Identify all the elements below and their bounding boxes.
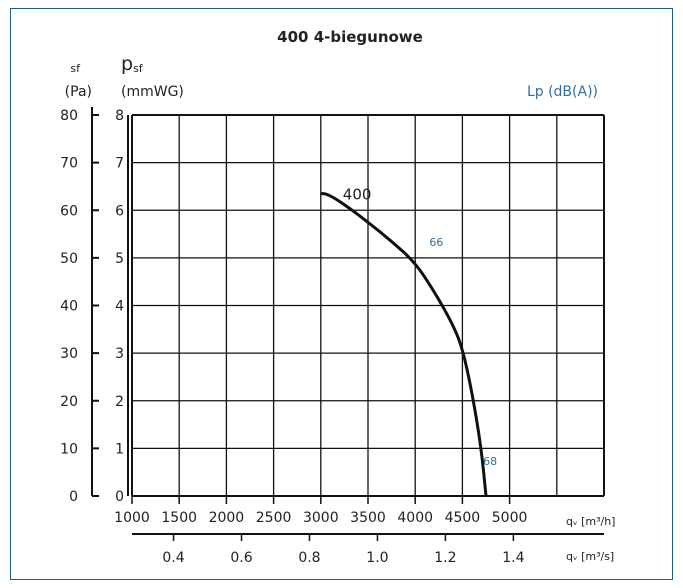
y-left-tick-label: 40 [60,299,78,315]
y-inner-tick-label: 8 [115,108,124,124]
y-inner-tick-label: 3 [115,346,124,362]
y-inner-tick-label: 1 [115,441,124,457]
y-inner-tick-label: 4 [115,299,124,315]
y-inner-tick-label: 0 [115,489,124,505]
x-top-tick-label: 3500 [350,510,386,526]
x-bottom-tick-label: 0.4 [162,550,184,566]
y-left-tick-label: 80 [60,108,78,124]
x-bottom-tick-label: 1.2 [434,550,456,566]
y-inner-tick-label: 7 [115,156,124,172]
y-inner-tick-label: 5 [115,251,124,267]
y-inner-symbol-subscript: sf [133,62,144,75]
lp-annotation: 68 [483,455,497,468]
x-bottom-tick-label: 0.6 [230,550,252,566]
y-inner-symbol-main: p [121,53,133,75]
x-top-tick-label: 1500 [161,510,197,526]
y-inner-tick-label: 2 [115,394,124,410]
y-inner-unit: (mmWG) [121,84,184,100]
x-top-axis: 1000 1500 2000 2500 3000 3500 4000 4500 5000 [114,496,527,526]
y-left-tick-label: 20 [60,394,78,410]
x-bottom-tick-label: 1.0 [366,550,388,566]
y-inner-tick-label: 6 [115,203,124,219]
x-bottom-label: qᵥ [m³/s] [566,550,614,563]
y-left-tick-label: 30 [60,346,78,362]
y-inner-axis: 0 1 2 3 4 5 6 7 8 [115,108,129,505]
x-top-tick-label: 3000 [303,510,339,526]
y-left-tick-label: 0 [69,489,78,505]
x-top-tick-label: 4500 [445,510,481,526]
y-left-tick-label: 60 [60,203,78,219]
plot-grid [131,114,605,497]
series-label: 400 [343,186,372,204]
y-left-tick-label: 10 [60,441,78,457]
y-left-tick-label: 70 [60,156,78,172]
series-line [320,192,488,497]
x-top-tick-label: 2500 [256,510,292,526]
x-bottom-tick-label: 0.8 [298,550,320,566]
right-axis-label: Lp (dB(A)) [527,84,598,100]
y-left-axis: 0 10 20 30 40 50 60 70 80 [60,107,99,505]
chart-frame [10,8,673,580]
lp-annotation: 66 [429,236,443,249]
y-left-tick-label: 50 [60,251,78,267]
chart-title: 400 4-biegunowe [277,28,423,46]
x-bottom-tick-label: 1.4 [502,550,524,566]
y-inner-symbol: psf [121,53,144,75]
x-top-tick-label: 1000 [114,510,150,526]
y-left-unit: (Pa) [65,84,92,100]
x-top-tick-label: 2000 [209,510,245,526]
series-group: 400 66 68 [320,186,497,497]
x-top-label: qᵥ [m³/h] [566,515,615,528]
x-top-tick-label: 5000 [492,510,528,526]
y-left-symbol: sf [70,62,81,75]
x-top-tick-label: 4000 [397,510,433,526]
x-bottom-axis: 0.4 0.6 0.8 1.0 1.2 1.4 [132,533,604,566]
